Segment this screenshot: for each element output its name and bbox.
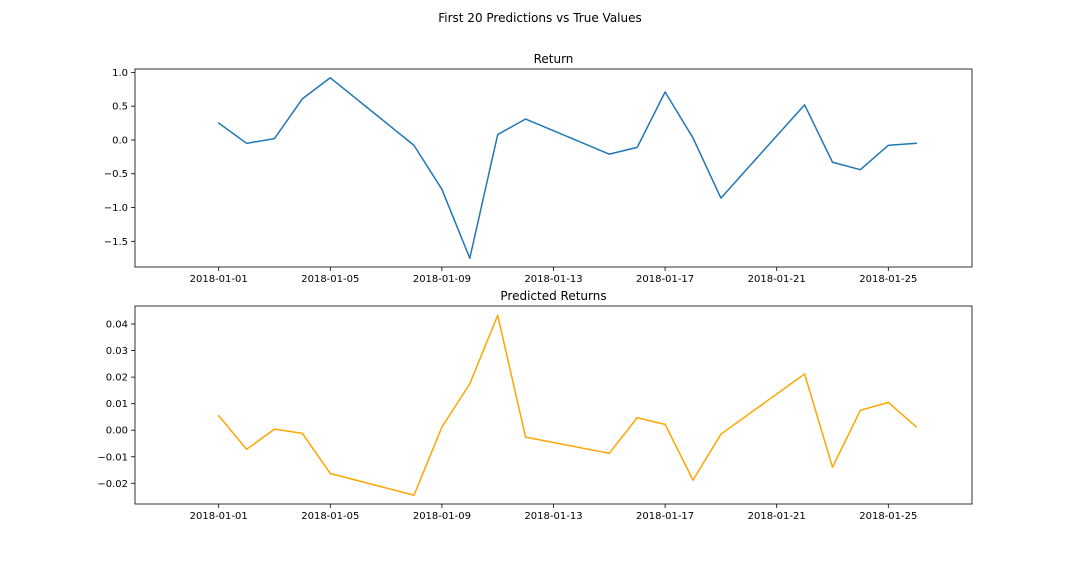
chart-1-xtick-label: 2018-01-05	[301, 274, 359, 285]
chart-2-xtick-label: 2018-01-17	[636, 511, 694, 522]
chart-1-ytick-label: −0.5	[104, 169, 128, 180]
chart-2-ytick-label: −0.02	[97, 479, 128, 490]
chart-1-ytick-label: 0.5	[112, 102, 128, 113]
chart-1-axes-frame	[134, 68, 973, 268]
chart-1-ytick-label: 1.0	[112, 68, 128, 79]
figure-suptitle: First 20 Predictions vs True Values	[438, 11, 642, 25]
chart-1: Return 2018-01-01 2018-01-05 2018-01-09 2018…	[104, 52, 973, 285]
chart-1-xtick-label: 2018-01-17	[636, 274, 694, 285]
chart-2-ytick-label: 0.01	[106, 399, 128, 410]
chart-1-title: Return	[534, 52, 574, 66]
chart-2: Predicted Returns 2018-01-01 2018-01-05 201…	[97, 289, 973, 522]
chart-1-xtick-label: 2018-01-25	[859, 274, 917, 285]
chart-2-series-line	[217, 314, 918, 496]
chart-2-xtick-label: 2018-01-25	[859, 511, 917, 522]
chart-1-xtick-label: 2018-01-09	[413, 274, 471, 285]
chart-1-series-line	[217, 77, 918, 259]
chart-2-ytick-label: −0.01	[97, 452, 128, 463]
chart-2-xtick-label: 2018-01-21	[748, 511, 806, 522]
chart-2-ytick-label: 0.02	[106, 373, 128, 384]
chart-1-xtick-label: 2018-01-21	[748, 274, 806, 285]
chart-1-xtick-label: 2018-01-01	[190, 274, 248, 285]
chart-2-ytick-label: 0.03	[106, 346, 128, 357]
chart-2-xtick-label: 2018-01-13	[524, 511, 582, 522]
chart-2-xtick-label: 2018-01-01	[190, 511, 248, 522]
chart-2-axes-frame	[134, 305, 973, 505]
chart-2-ytick-label: 0.00	[106, 426, 128, 437]
chart-1-ytick-label: 0.0	[112, 135, 128, 146]
chart-2-ytick-label: 0.04	[106, 320, 128, 331]
chart-2-title: Predicted Returns	[500, 289, 606, 303]
chart-2-xtick-label: 2018-01-09	[413, 511, 471, 522]
chart-1-xtick-label: 2018-01-13	[524, 274, 582, 285]
chart-1-ytick-label: −1.5	[104, 237, 128, 248]
chart-1-ytick-label: −1.0	[104, 203, 128, 214]
chart-2-xtick-label: 2018-01-05	[301, 511, 359, 522]
